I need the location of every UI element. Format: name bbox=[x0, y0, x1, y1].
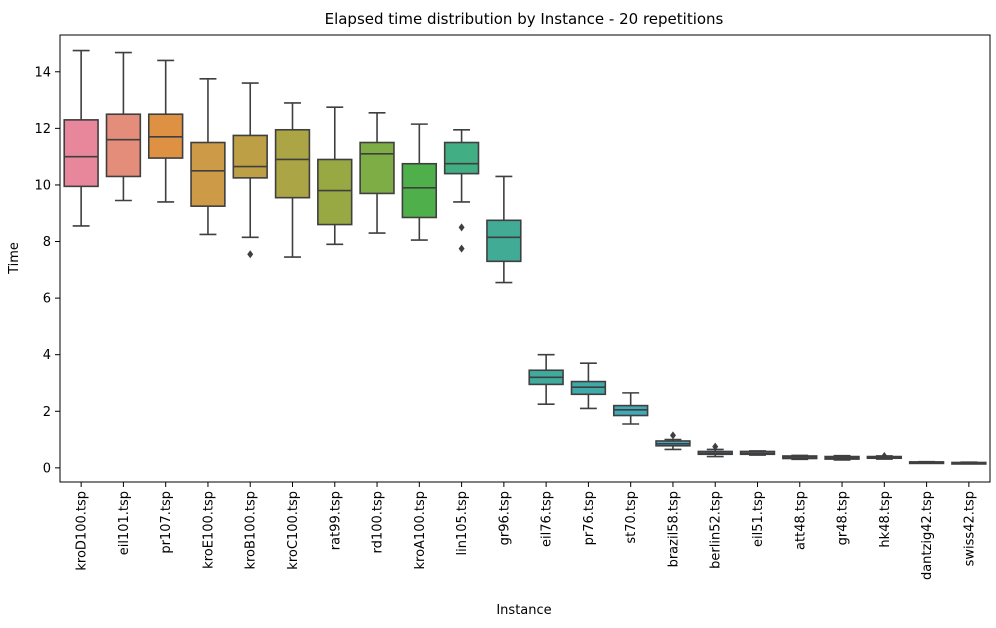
box-gr96.tsp bbox=[486, 175, 522, 284]
x-axis: kroD100.tsp eil101.tsp pr107.tsp kroE100.ts… bbox=[75, 482, 977, 580]
box-body bbox=[443, 141, 480, 175]
y-tick-label: 0 bbox=[43, 461, 51, 476]
y-tick-label: 12 bbox=[34, 122, 51, 137]
box-pr107.tsp bbox=[147, 59, 184, 203]
y-tick-label: 2 bbox=[43, 405, 51, 420]
box-brazil58.tsp bbox=[655, 431, 691, 451]
box-berlin52.tsp bbox=[697, 442, 733, 458]
y-tick-label: 4 bbox=[43, 348, 51, 363]
box-rat99.tsp bbox=[317, 106, 353, 246]
x-tick-label: kroD100.tsp bbox=[75, 491, 90, 571]
x-tick-label: kroB100.tsp bbox=[244, 491, 259, 570]
x-tick-label: eil101.tsp bbox=[117, 491, 132, 555]
y-tick-label: 6 bbox=[43, 292, 51, 307]
box-eil51.tsp bbox=[739, 450, 776, 456]
box-eil101.tsp bbox=[105, 51, 142, 202]
box-eil76.tsp bbox=[528, 353, 564, 405]
box-body bbox=[274, 128, 311, 199]
x-tick-label: pr107.tsp bbox=[159, 491, 174, 554]
y-axis-label: Time bbox=[7, 242, 22, 275]
x-tick-label: gr48.tsp bbox=[836, 491, 851, 545]
box-st70.tsp bbox=[612, 392, 649, 425]
x-tick-label: kroA100.tsp bbox=[413, 491, 428, 570]
box-kroC100.tsp bbox=[274, 102, 311, 258]
x-tick-label: brazil58.tsp bbox=[666, 491, 681, 567]
x-tick-label: rd100.tsp bbox=[371, 491, 386, 553]
y-tick-label: 10 bbox=[34, 178, 51, 193]
y-axis: 0 2 4 6 8 10 12 14 bbox=[34, 65, 60, 476]
box-body bbox=[232, 134, 268, 179]
outlier-point bbox=[669, 431, 676, 440]
box-body bbox=[63, 119, 99, 188]
box-body bbox=[317, 158, 353, 226]
box-body bbox=[190, 141, 226, 207]
outlier-point bbox=[712, 442, 719, 451]
box-att48.tsp bbox=[782, 454, 818, 461]
box-series bbox=[63, 49, 987, 465]
box-kroD100.tsp bbox=[63, 49, 99, 227]
box-gr48.tsp bbox=[824, 454, 860, 461]
x-tick-label: dantzig42.tsp bbox=[920, 491, 935, 580]
box-body bbox=[401, 162, 438, 219]
x-tick-label: berlin52.tsp bbox=[709, 491, 724, 569]
x-tick-label: att48.tsp bbox=[793, 491, 808, 550]
y-tick-label: 8 bbox=[43, 235, 51, 250]
x-tick-label: hk48.tsp bbox=[878, 491, 893, 548]
box-kroE100.tsp bbox=[190, 78, 226, 236]
outlier-point bbox=[458, 223, 465, 232]
x-tick-label: eil76.tsp bbox=[540, 491, 555, 547]
box-kroB100.tsp bbox=[232, 82, 268, 259]
x-tick-label: st70.tsp bbox=[624, 491, 639, 544]
x-tick-label: kroC100.tsp bbox=[286, 491, 301, 570]
x-tick-label: rat99.tsp bbox=[328, 491, 343, 550]
box-body bbox=[359, 141, 395, 195]
outlier-point bbox=[247, 250, 254, 259]
box-dantzig42.tsp bbox=[908, 460, 945, 465]
outlier-point bbox=[881, 451, 888, 460]
box-body bbox=[105, 113, 142, 178]
y-tick-label: 14 bbox=[34, 65, 51, 80]
box-rd100.tsp bbox=[359, 112, 395, 234]
box-swiss42.tsp bbox=[951, 461, 987, 465]
x-tick-label: lin105.tsp bbox=[455, 491, 470, 556]
x-tick-label: gr96.tsp bbox=[497, 491, 512, 545]
box-lin105.tsp bbox=[443, 128, 480, 253]
x-axis-label: Instance bbox=[496, 603, 551, 618]
x-tick-label: pr76.tsp bbox=[582, 491, 597, 545]
chart-title: Elapsed time distribution by Instance - … bbox=[325, 10, 724, 28]
box-pr76.tsp bbox=[570, 362, 607, 410]
plot-frame bbox=[59, 34, 991, 483]
x-tick-label: kroE100.tsp bbox=[201, 491, 216, 569]
x-tick-label: swiss42.tsp bbox=[962, 491, 977, 566]
box-hk48.tsp bbox=[866, 451, 903, 460]
x-tick-label: eil51.tsp bbox=[751, 491, 766, 547]
box-kroA100.tsp bbox=[401, 123, 438, 241]
box-body bbox=[486, 219, 522, 263]
outlier-point bbox=[458, 244, 465, 253]
